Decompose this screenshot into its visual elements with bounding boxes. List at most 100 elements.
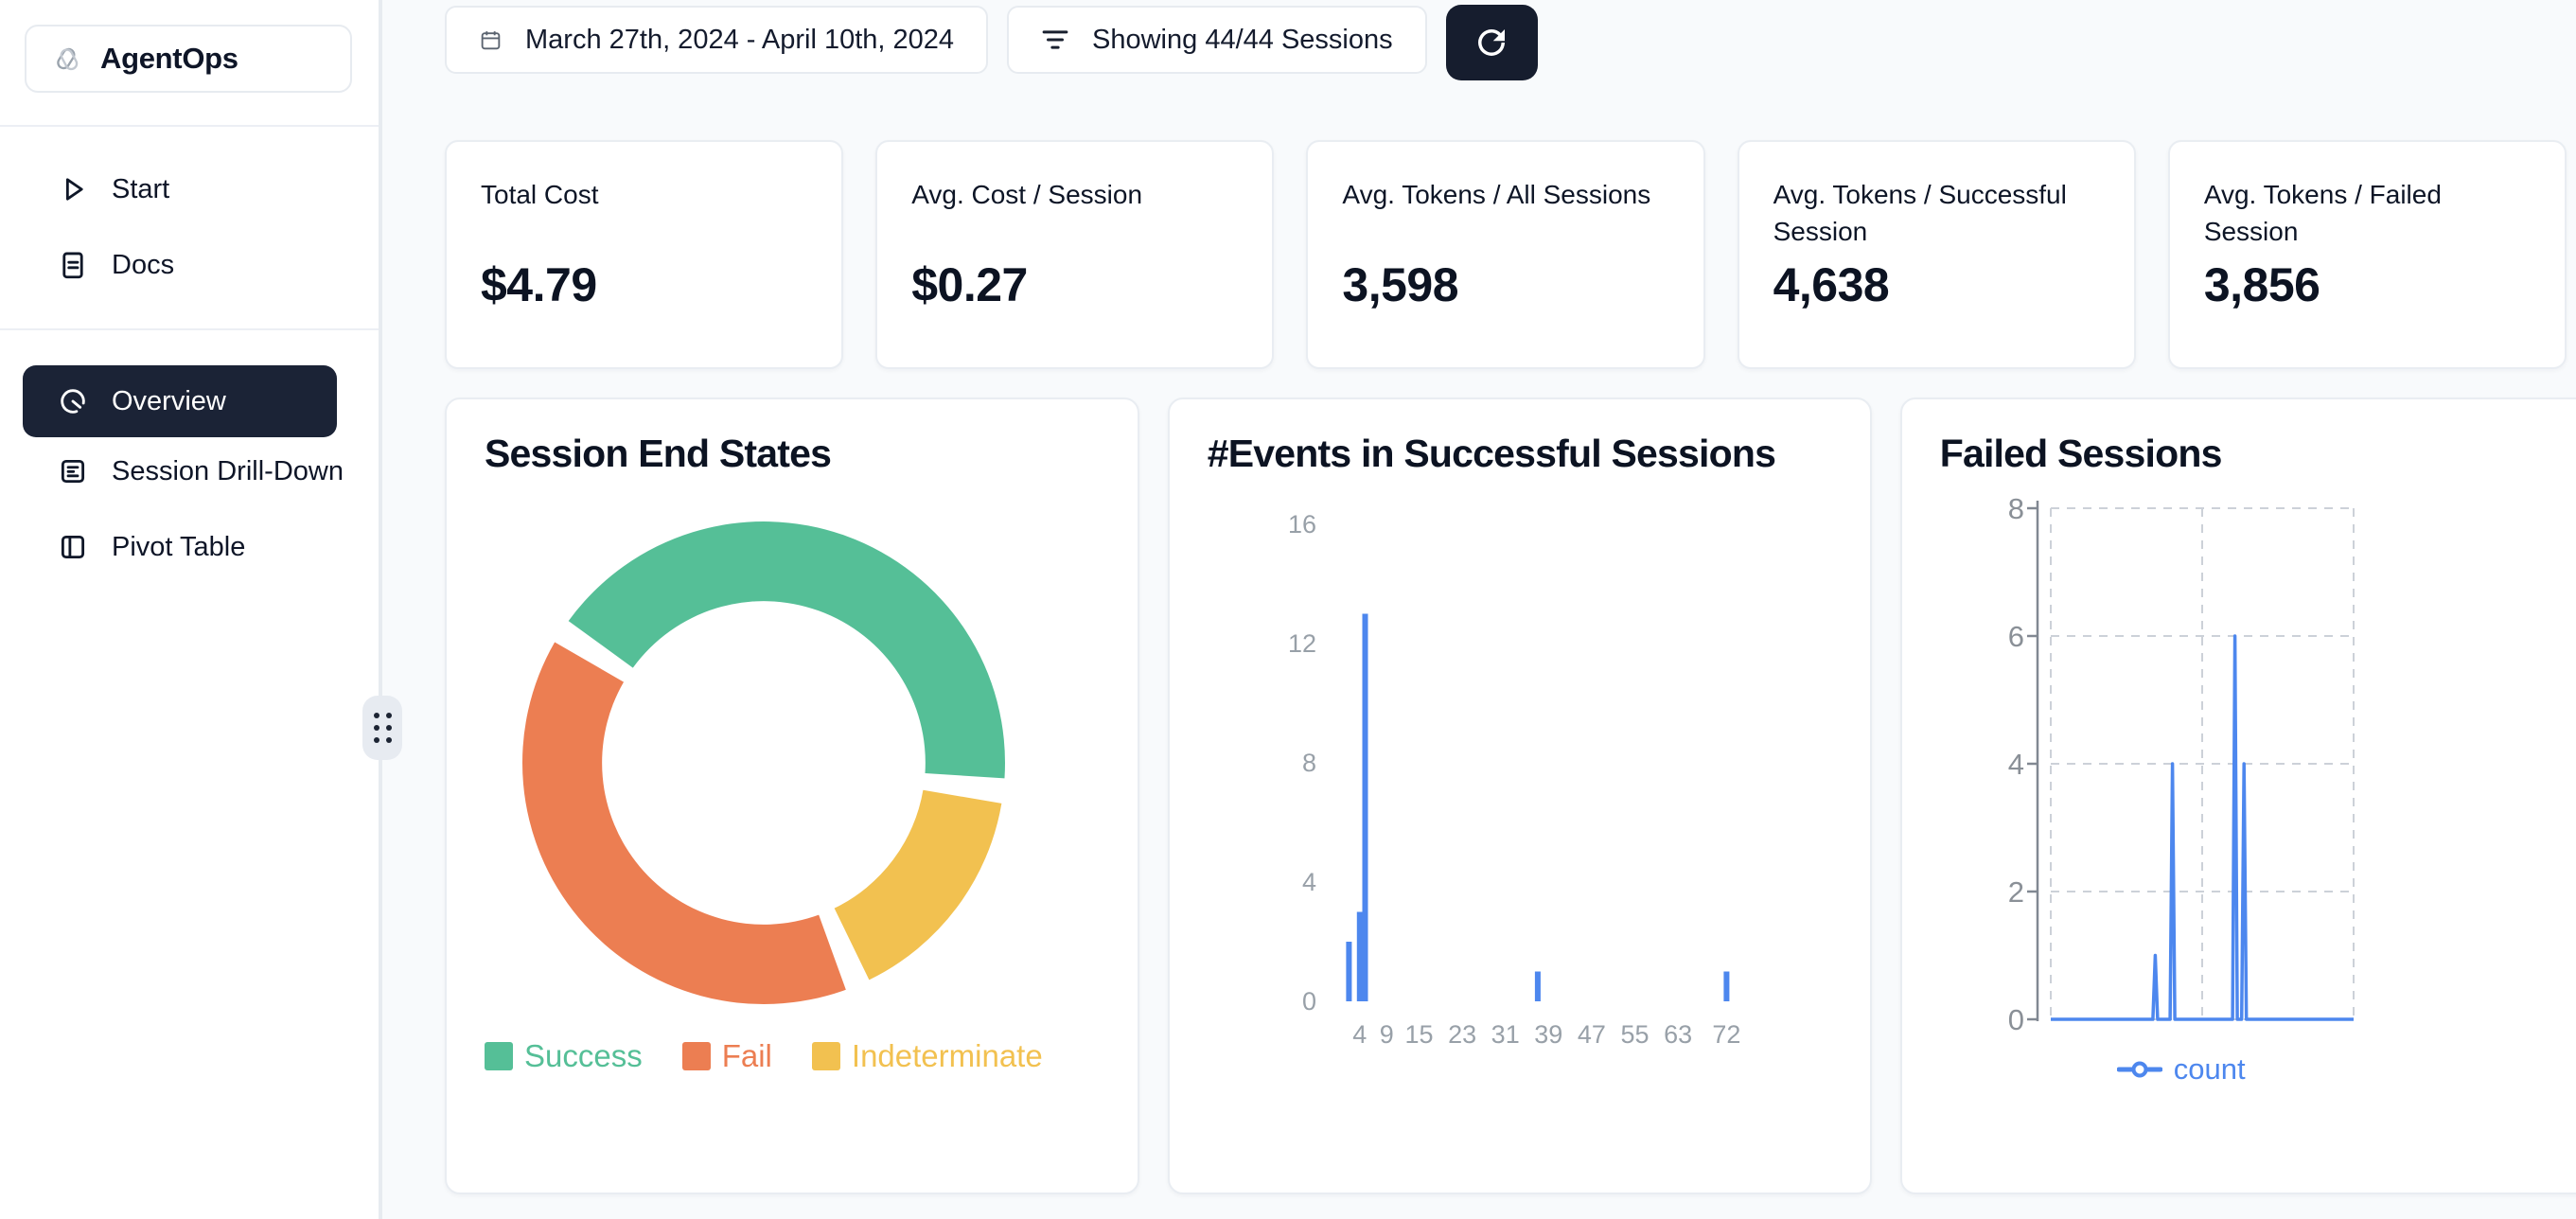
histogram-bar <box>1346 942 1352 1002</box>
stat-card-total-cost: Total Cost $4.79 <box>445 140 844 369</box>
x-tick-label: 9 <box>1379 1020 1393 1049</box>
chart-title: Failed Sessions <box>1939 432 2223 475</box>
histogram-bar <box>1723 971 1730 1002</box>
count-line-series <box>2050 634 2354 1021</box>
x-tick-label: 47 <box>1578 1020 1606 1049</box>
sidebar-item-docs[interactable]: Docs <box>0 234 379 296</box>
stat-card-avg-cost-session: Avg. Cost / Session $0.27 <box>875 140 1275 369</box>
stat-label: Total Cost <box>481 180 599 209</box>
y-tick-label: 0 <box>2007 1003 2023 1036</box>
x-tick-label: 23 <box>1448 1020 1476 1049</box>
sidebar-resize-handle[interactable] <box>362 696 402 760</box>
line-chart-canvas: 0 2 4 6 8 <box>2007 492 2355 1036</box>
donut-slice-success <box>568 521 1005 779</box>
histogram-bar <box>1362 613 1368 1002</box>
grip-dots-icon <box>373 713 392 743</box>
y-tick-label: 2 <box>2007 875 2023 909</box>
y-tick-label: 12 <box>1288 629 1316 658</box>
stat-card-avg-tokens-all: Avg. Tokens / All Sessions 3,598 <box>1306 140 1705 369</box>
sidebar-item-label: Docs <box>112 249 175 280</box>
legend-item-fail[interactable]: Fail <box>681 1038 772 1074</box>
legend-label: Indeterminate <box>851 1038 1043 1074</box>
stat-value: $0.27 <box>911 258 1028 311</box>
stat-label: Avg. Cost / Session <box>911 180 1143 209</box>
legend-swatch <box>681 1042 711 1071</box>
line-legend-count[interactable]: count <box>1940 1052 2423 1086</box>
y-tick-label: 4 <box>2007 748 2023 781</box>
stat-label: Avg. Tokens / Failed Session <box>2203 180 2442 247</box>
y-tick-label: 8 <box>2007 492 2023 525</box>
app-title: AgentOps <box>100 42 238 75</box>
x-tick-label: 31 <box>1491 1020 1519 1049</box>
sidebar-item-overview[interactable]: Overview <box>23 365 337 437</box>
donut-canvas <box>521 521 1005 1005</box>
donut-legend: Success Fail Indeterminate <box>485 1038 1043 1074</box>
gauge-icon <box>61 389 85 414</box>
legend-item-indeterminate[interactable]: Indeterminate <box>811 1038 1043 1074</box>
failed-sessions-card: Failed Sessions 0 2 4 6 8 count <box>1899 398 2576 1194</box>
play-icon <box>65 178 83 201</box>
x-tick-label: 72 <box>1712 1020 1740 1049</box>
donut-slice-indeterminate <box>834 789 1002 980</box>
charts-row: Session End States Success Fail Indetermin… <box>445 398 2576 1194</box>
stat-value: 3,598 <box>1342 258 1459 311</box>
x-tick-label: 15 <box>1404 1020 1433 1049</box>
divider <box>0 125 379 127</box>
refresh-button[interactable] <box>1445 5 1538 80</box>
main-content: March 27th, 2024 - April 10th, 2024 Show… <box>386 0 2576 1219</box>
legend-label: Fail <box>721 1038 772 1074</box>
panel-left-icon <box>61 535 85 559</box>
sidebar-item-start[interactable]: Start <box>0 158 379 221</box>
stat-card-avg-tokens-failed: Avg. Tokens / Failed Session 3,856 <box>2167 140 2567 369</box>
y-tick-label: 6 <box>2007 620 2023 653</box>
y-tick-label: 16 <box>1288 510 1316 539</box>
list-box-icon <box>61 459 85 484</box>
sidebar-item-label: Pivot Table <box>112 531 246 562</box>
x-tick-label: 39 <box>1534 1020 1562 1049</box>
legend-swatch <box>811 1042 840 1071</box>
chart-title: Session End States <box>485 432 832 475</box>
stat-card-avg-tokens-successful: Avg. Tokens / Successful Session 4,638 <box>1737 140 2136 369</box>
session-end-states-card: Session End States Success Fail Indetermin… <box>445 398 1139 1194</box>
sidebar-item-label: Session Drill-Down <box>112 455 344 486</box>
stat-label: Avg. Tokens / All Sessions <box>1342 180 1651 209</box>
donut-slice-fail <box>521 642 846 1005</box>
logo[interactable]: AgentOps <box>25 25 352 93</box>
x-tick-label: 4 <box>1352 1020 1367 1049</box>
stat-value: 3,856 <box>2203 258 2320 311</box>
histogram-bar <box>1534 971 1541 1002</box>
sidebar: AgentOps Start Docs Overview Session D <box>0 0 382 1219</box>
line-legend-marker-icon <box>2116 1061 2162 1078</box>
agentops-paperclip-icon <box>57 47 79 71</box>
refresh-icon <box>1478 28 1506 56</box>
stat-value: $4.79 <box>481 258 597 311</box>
sidebar-item-label: Overview <box>112 385 226 416</box>
chart-title: #Events in Successful Sessions <box>1207 432 1776 475</box>
date-range-label: March 27th, 2024 - April 10th, 2024 <box>525 24 955 55</box>
divider <box>0 328 379 330</box>
line-legend-label: count <box>2173 1052 2246 1086</box>
stat-value: 4,638 <box>1773 258 1890 311</box>
sidebar-item-pivot-table[interactable]: Pivot Table <box>0 516 379 578</box>
sidebar-item-session-drill-down[interactable]: Session Drill-Down <box>0 440 379 503</box>
events-histogram-card: #Events in Successful Sessions 0 4 8 12 16 4 9… <box>1167 398 1872 1194</box>
legend-swatch <box>485 1042 513 1071</box>
stats-row: Total Cost $4.79 Avg. Cost / Session $0.… <box>445 140 2567 369</box>
x-tick-label: 55 <box>1620 1020 1649 1049</box>
date-range-button[interactable]: March 27th, 2024 - April 10th, 2024 <box>445 6 989 74</box>
filter-icon <box>1042 30 1068 49</box>
histogram-bar <box>1356 911 1363 1002</box>
filter-label: Showing 44/44 Sessions <box>1092 24 1393 55</box>
legend-item-success[interactable]: Success <box>485 1038 643 1074</box>
sidebar-item-label: Start <box>112 173 170 204</box>
session-filter-button[interactable]: Showing 44/44 Sessions <box>1007 6 1427 74</box>
legend-label: Success <box>524 1038 643 1074</box>
y-tick-label: 8 <box>1302 749 1316 777</box>
donut-chart: Success Fail Indeterminate <box>485 476 1043 1074</box>
y-tick-label: 4 <box>1302 868 1316 896</box>
calendar-icon <box>481 30 501 49</box>
stat-label: Avg. Tokens / Successful Session <box>1773 180 2067 247</box>
x-tick-label: 63 <box>1664 1020 1692 1049</box>
docs-icon <box>62 252 83 279</box>
